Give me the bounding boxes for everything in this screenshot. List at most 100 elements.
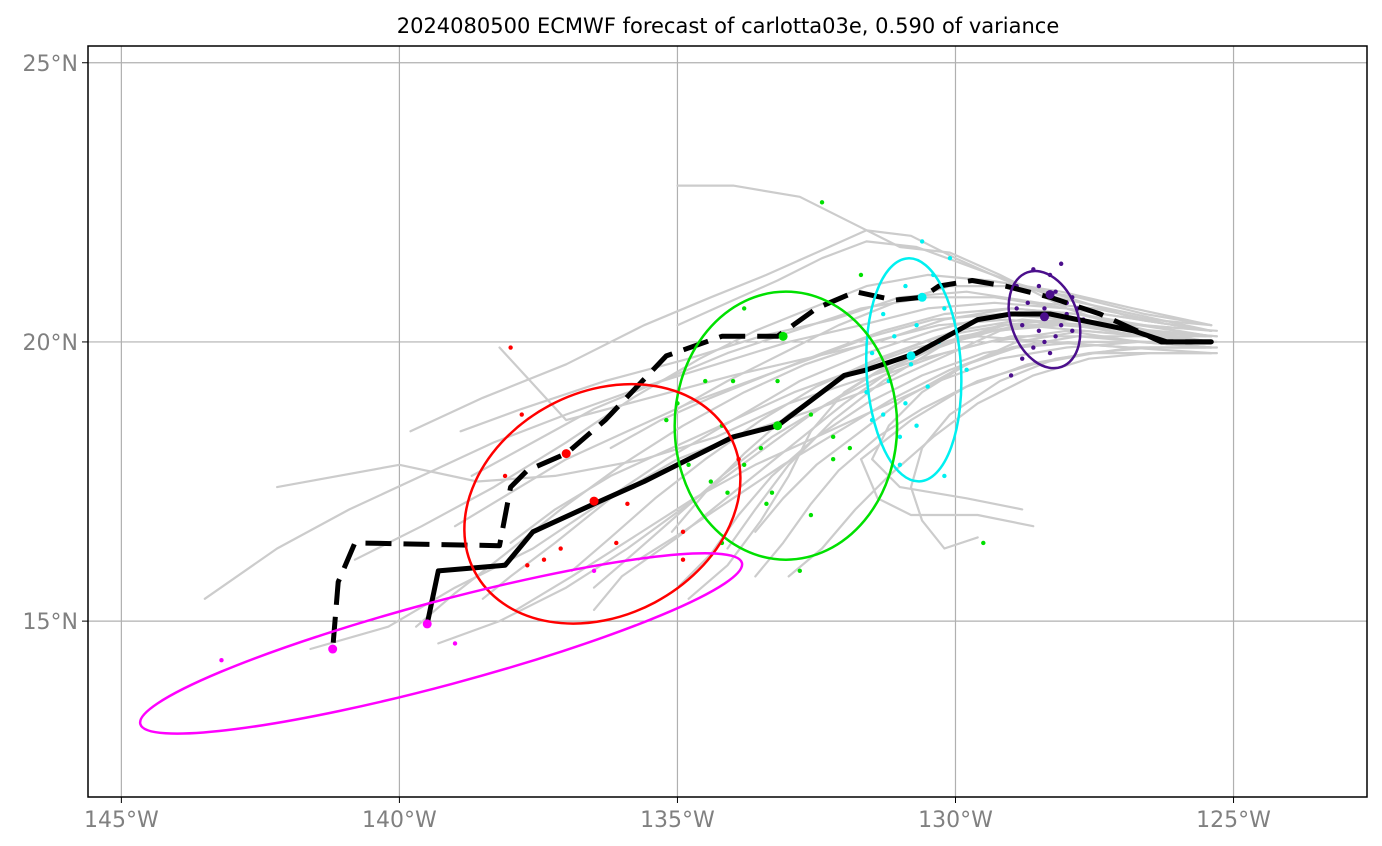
mean-position-marker: [422, 619, 432, 629]
ensemble-track: [754, 329, 1213, 533]
ensemble-track: [203, 301, 1213, 600]
ensemble-point: [830, 456, 836, 462]
ensemble-point: [869, 350, 875, 356]
ensemble-point: [914, 322, 919, 328]
ensemble-track: [353, 273, 1213, 561]
y-tick-label: 20°N: [23, 331, 78, 356]
ensemble-point: [908, 362, 914, 367]
ensemble-point: [1053, 289, 1058, 294]
ensemble-point: [775, 378, 780, 384]
x-tick-label: 145°W: [84, 808, 159, 833]
ensemble-point: [680, 529, 686, 534]
ensemble-point: [730, 378, 736, 384]
ensemble-point: [964, 367, 969, 373]
ensemble-point: [519, 412, 524, 417]
ensemble-point: [903, 401, 908, 406]
ensemble-point: [903, 283, 908, 289]
ensemble-point: [686, 462, 691, 467]
ensemble-point: [808, 512, 814, 518]
ensemble-point: [925, 384, 930, 389]
ensemble-point: [758, 445, 764, 451]
uncertainty-ellipse: [138, 552, 744, 735]
ensemble-track: [509, 335, 1207, 545]
ensemble-point: [919, 239, 925, 244]
ensemble-point: [808, 412, 814, 417]
uncertainty-ellipse: [463, 382, 742, 625]
ensemble-point: [703, 378, 708, 384]
ensemble-track: [754, 352, 1219, 578]
x-tick-label: 135°W: [640, 808, 715, 833]
ensemble-point: [508, 345, 513, 350]
ensemble-point: [219, 658, 224, 663]
ensemble-point: [541, 557, 547, 562]
ensemble-point: [1058, 322, 1064, 328]
ensemble-point: [452, 641, 458, 646]
ensemble-point: [1036, 328, 1042, 333]
ensemble-point: [942, 473, 947, 479]
ensemble-point: [881, 412, 886, 417]
ensemble-point: [881, 311, 886, 317]
alt-position-marker: [1045, 289, 1055, 299]
ensemble-track: [437, 324, 1213, 645]
axis-ticks: 145°W 140°W 135°W 130°W 125°W 15°N 20°N 25°N: [23, 52, 1272, 833]
ensemble-point: [664, 417, 669, 423]
grid-lines: [88, 46, 1367, 797]
ensemble-track: [859, 346, 1219, 528]
x-tick-label: 140°W: [362, 808, 437, 833]
ensemble-point: [614, 540, 619, 546]
ensemble-point: [819, 200, 825, 205]
ensemble-point: [1020, 322, 1025, 328]
axes-frame: [87, 45, 1368, 798]
plot-area: [138, 184, 1219, 735]
ensemble-track: [870, 340, 1219, 511]
ensemble-point: [981, 540, 986, 546]
alt-position-marker: [778, 331, 788, 341]
uncertainty-ellipse: [864, 257, 963, 483]
ensemble-point: [769, 490, 775, 495]
ensemble-point: [847, 445, 853, 451]
uncertainty-ellipse: [1007, 269, 1082, 370]
ensemble-point: [1042, 339, 1047, 345]
ensemble-point: [625, 501, 630, 507]
ensemble-track: [415, 318, 1213, 628]
ensemble-point: [830, 434, 836, 440]
alt-position-marker: [328, 644, 338, 654]
chart-title: 2024080500 ECMWF forecast of carlotta03e…: [397, 14, 1060, 38]
ensemble-point: [892, 334, 897, 339]
y-tick-label: 15°N: [23, 610, 78, 635]
mean-position-marker: [589, 496, 599, 506]
ensemble-point: [1058, 261, 1064, 266]
ensemble-point: [1031, 345, 1036, 350]
ensemble-point: [680, 557, 686, 562]
y-tick-label: 25°N: [23, 52, 78, 77]
ensemble-point: [1036, 283, 1042, 289]
mean-position-marker: [1039, 312, 1049, 322]
ensemble-point: [1053, 334, 1058, 339]
ensemble-point: [764, 501, 769, 507]
ensemble-point: [858, 272, 864, 278]
ensemble-point: [1070, 328, 1075, 333]
ensemble-point: [1014, 306, 1019, 311]
mean-position-marker: [773, 421, 783, 431]
alt-position-marker: [917, 292, 927, 302]
ensemble-point: [914, 423, 919, 428]
ensemble-point: [1025, 300, 1030, 306]
x-tick-label: 130°W: [918, 808, 993, 833]
ensemble-point: [1020, 356, 1025, 361]
ensemble-point: [797, 568, 802, 574]
ensemble-point: [725, 490, 730, 495]
ensemble-point: [1047, 350, 1053, 356]
ensemble-point: [558, 546, 563, 551]
ensemble-track: [515, 340, 1213, 612]
ensemble-point: [591, 568, 597, 574]
ensemble-track: [609, 307, 1213, 450]
ensemble-track: [787, 352, 1213, 578]
ensemble-point: [525, 563, 530, 568]
ensemble-track: [676, 240, 1213, 332]
ensemble-point: [947, 255, 953, 261]
ensemble-point: [502, 473, 508, 479]
ensemble-point: [897, 462, 903, 467]
ensemble-track: [637, 335, 1213, 561]
ensemble-point: [741, 306, 747, 311]
